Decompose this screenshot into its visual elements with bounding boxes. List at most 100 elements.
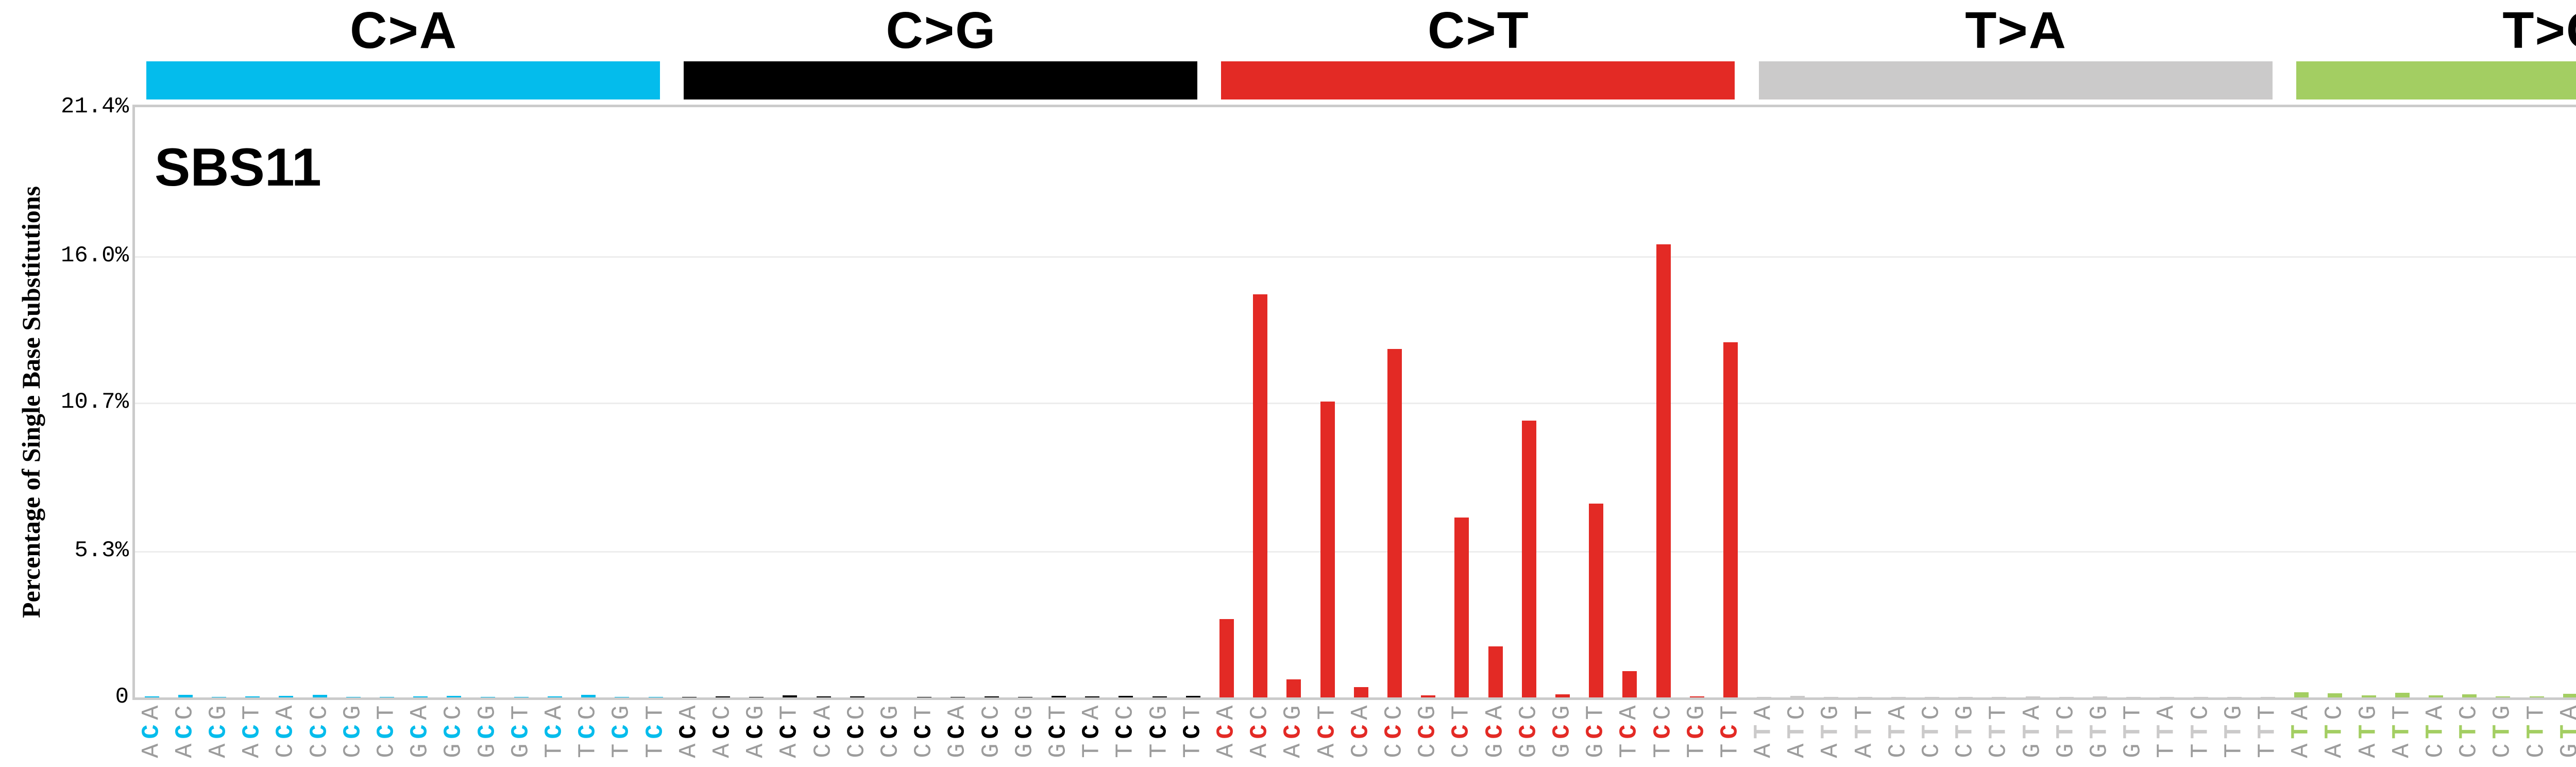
bar-C>A-TCC bbox=[581, 695, 596, 697]
bar-T>C-ATA bbox=[2294, 692, 2309, 697]
x-label-letter: A bbox=[776, 743, 804, 758]
section-color-bar-C>G bbox=[684, 61, 1198, 99]
bar-C>A-ACA bbox=[144, 696, 159, 697]
x-label-letter: A bbox=[1280, 743, 1308, 758]
x-label-letter: C bbox=[1952, 743, 1979, 758]
bar-T>C-ATT bbox=[2395, 692, 2410, 697]
x-label-letter: G bbox=[1482, 743, 1510, 758]
x-label-letter: G bbox=[2086, 743, 2114, 758]
bar-C>G-TCC bbox=[1118, 696, 1133, 697]
bar-C>G-TCG bbox=[1152, 696, 1167, 697]
bar-C>T-CCG bbox=[1421, 695, 1436, 697]
x-label-letter: C bbox=[1448, 743, 1476, 758]
x-label-letter: T bbox=[541, 743, 569, 758]
bar-C>G-TCA bbox=[1085, 696, 1100, 697]
x-label-letter: G bbox=[1045, 743, 1073, 758]
x-label-letter: A bbox=[1314, 743, 1342, 758]
bar-C>A-GCA bbox=[413, 696, 428, 697]
x-label-letter: A bbox=[675, 743, 703, 758]
x-label-letter: A bbox=[1246, 743, 1274, 758]
x-label-letter: C bbox=[1381, 743, 1409, 758]
bar-C>G-ACC bbox=[715, 696, 730, 697]
x-label-letter: G bbox=[978, 743, 1006, 758]
x-label-letter: T bbox=[1112, 743, 1140, 758]
bar-T>C-CTG bbox=[2496, 696, 2511, 697]
bar-C>G-ACT bbox=[783, 695, 798, 697]
y-tick-21.4%: 21.4% bbox=[60, 94, 129, 120]
x-label-letter: A bbox=[742, 743, 770, 758]
bar-C>G-CCC bbox=[850, 696, 865, 697]
x-label-letter: T bbox=[2221, 743, 2248, 758]
bar-C>A-TCA bbox=[547, 696, 562, 697]
bar-T>A-GTG bbox=[2093, 696, 2108, 697]
bar-C>A-ACT bbox=[245, 696, 260, 697]
x-label-T>C-GTA: ATG bbox=[2555, 703, 2576, 760]
x-label-letter: T bbox=[1078, 743, 1106, 758]
x-label-letter: A bbox=[1750, 743, 1778, 758]
bar-C>A-GCC bbox=[447, 695, 462, 697]
x-label-letter: T bbox=[642, 743, 670, 758]
x-label-letter: T bbox=[1650, 743, 1677, 758]
y-tick-16.0%: 16.0% bbox=[60, 242, 129, 269]
bar-T>A-ATC bbox=[1790, 696, 1805, 697]
bar-C>G-GCT bbox=[1051, 696, 1066, 697]
x-label-letter: T bbox=[574, 743, 602, 758]
bar-C>T-ACC bbox=[1253, 294, 1268, 697]
x-label-letter: G bbox=[2019, 743, 2047, 758]
bar-C>T-ACG bbox=[1286, 679, 1301, 697]
x-label-letter: A bbox=[709, 743, 737, 758]
bar-T>C-ATG bbox=[2361, 695, 2376, 697]
gridline-5.3% bbox=[135, 551, 2576, 553]
section-color-bar-C>T bbox=[1221, 61, 1735, 99]
x-label-letter: A bbox=[2388, 743, 2416, 758]
x-label-letter: G bbox=[440, 743, 468, 758]
bar-C>T-TCA bbox=[1622, 671, 1637, 697]
bar-C>T-CCC bbox=[1387, 349, 1402, 697]
x-label-letter: G bbox=[1549, 743, 1577, 758]
x-label-letter: C bbox=[910, 743, 938, 758]
x-label-letter: A bbox=[2321, 743, 2349, 758]
bar-C>G-TCT bbox=[1185, 696, 1200, 697]
bar-C>T-TCC bbox=[1656, 244, 1671, 697]
x-label-letter: C bbox=[2422, 743, 2450, 758]
x-label-letter: T bbox=[608, 743, 636, 758]
bar-C>G-CCA bbox=[816, 696, 831, 697]
x-label-letter: T bbox=[1683, 743, 1711, 758]
x-label-letter: A bbox=[1784, 743, 1811, 758]
gridline-10.7% bbox=[135, 402, 2576, 404]
bar-T>C-CTT bbox=[2529, 696, 2544, 697]
x-label-letter: C bbox=[1347, 743, 1375, 758]
